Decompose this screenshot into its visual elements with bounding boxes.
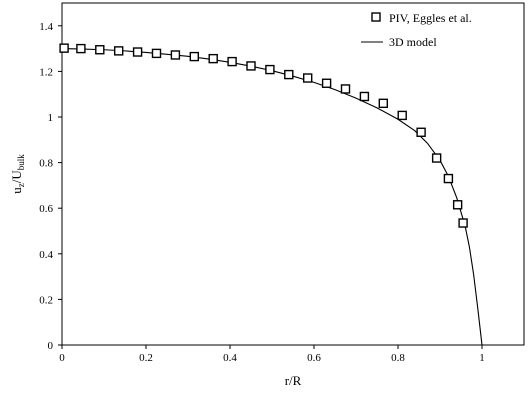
data-point (303, 73, 313, 83)
x-tick-label: 0.6 (307, 352, 321, 364)
x-tick-label: 1 (479, 352, 485, 364)
data-point (227, 56, 237, 67)
data-point (208, 53, 218, 64)
data-point (151, 48, 162, 59)
y-axis-label-mid: /U (9, 170, 24, 184)
data-point (340, 84, 351, 94)
data-point (113, 46, 124, 56)
y-axis-label-sub1: z (16, 183, 26, 187)
legend: PIV, Eggles et al. 3D model (361, 11, 472, 49)
y-tick-label: 1.2 (39, 66, 53, 78)
y-tick-label: 0 (48, 340, 54, 352)
data-point (321, 78, 332, 88)
x-axis-ticks: 0 0.2 0.4 0.6 0.8 1 (59, 345, 485, 364)
data-point (397, 110, 407, 121)
data-point (443, 173, 454, 184)
x-tick-label: 0.8 (391, 352, 405, 364)
model-line (61, 48, 483, 346)
y-tick-label: 0.2 (39, 294, 53, 306)
x-tick-label: 0.2 (139, 352, 153, 364)
data-point (359, 91, 370, 102)
data-point (95, 45, 105, 55)
y-tick-label: 1.4 (39, 21, 53, 33)
data-point (76, 43, 86, 54)
data-point (452, 200, 463, 210)
y-axis-label-main: u (9, 187, 24, 194)
x-tick-label: 0.4 (223, 352, 237, 364)
data-point (132, 47, 143, 57)
y-axis-label-sub2: bulk (16, 154, 26, 171)
data-point (431, 153, 442, 163)
y-axis-label: uz/Ubulk (9, 154, 26, 194)
data-point (265, 64, 275, 75)
legend-label-piv: PIV, Eggles et al. (389, 11, 472, 25)
plot-area (61, 2, 525, 346)
data-point (284, 69, 294, 80)
series-line-group (61, 48, 483, 346)
data-point (416, 127, 426, 137)
data-point (246, 61, 256, 71)
series-markers-group (59, 43, 468, 228)
legend-marker-square (371, 12, 381, 22)
y-tick-label: 1 (48, 112, 54, 124)
data-point (59, 43, 69, 53)
data-point (170, 50, 181, 60)
legend-label-model: 3D model (389, 35, 437, 49)
x-tick-label: 0 (59, 352, 65, 364)
data-point (378, 98, 388, 109)
data-point (458, 218, 468, 228)
x-axis-label: r/R (285, 373, 302, 388)
y-tick-label: 0.4 (39, 249, 53, 261)
y-tick-label: 0.8 (39, 158, 53, 170)
y-tick-label: 0.6 (39, 203, 53, 215)
y-axis-ticks: 0 0.2 0.4 0.6 0.8 1 1.2 1.4 (39, 21, 62, 352)
data-point (189, 51, 200, 62)
